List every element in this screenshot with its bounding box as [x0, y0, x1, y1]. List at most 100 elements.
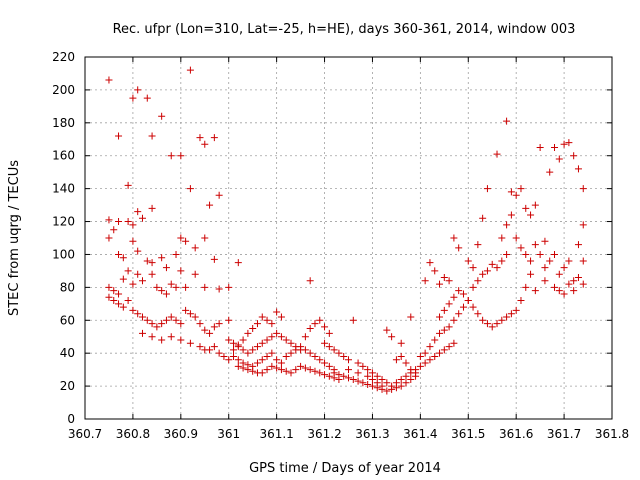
- data-point: [579, 257, 587, 265]
- data-point: [158, 336, 166, 344]
- data-point: [392, 384, 400, 392]
- data-point: [210, 255, 218, 263]
- data-point: [335, 371, 343, 379]
- data-point: [287, 339, 295, 347]
- data-point: [119, 254, 127, 262]
- data-point: [110, 297, 118, 305]
- data-point: [282, 352, 290, 360]
- data-point: [105, 216, 113, 224]
- data-point: [297, 343, 305, 351]
- grid: [85, 57, 612, 419]
- data-point: [469, 264, 477, 272]
- data-point: [474, 241, 482, 249]
- data-point: [555, 270, 563, 278]
- data-point: [277, 313, 285, 321]
- x-tick-label: 361.6: [499, 427, 533, 441]
- data-point: [129, 221, 137, 229]
- x-tick-label: 360.9: [164, 427, 198, 441]
- data-point: [388, 385, 396, 393]
- data-point: [297, 362, 305, 370]
- data-point: [531, 287, 539, 295]
- data-point: [570, 152, 578, 160]
- data-point: [450, 339, 458, 347]
- data-point: [105, 293, 113, 301]
- data-point: [397, 382, 405, 390]
- x-tick-label: 361.2: [307, 427, 341, 441]
- data-point: [507, 310, 515, 318]
- y-tick-label: 100: [52, 247, 75, 261]
- data-point: [172, 283, 180, 291]
- data-point: [560, 140, 568, 148]
- data-point: [134, 310, 142, 318]
- data-point: [206, 329, 214, 337]
- data-point: [565, 257, 573, 265]
- data-point: [119, 275, 127, 283]
- data-point: [143, 316, 151, 324]
- data-point: [488, 323, 496, 331]
- data-point: [153, 283, 161, 291]
- data-point: [134, 208, 142, 216]
- data-point: [225, 316, 233, 324]
- data-point: [316, 316, 324, 324]
- data-point: [551, 144, 559, 151]
- data-point: [177, 267, 185, 275]
- data-point: [450, 316, 458, 324]
- data-point: [522, 250, 530, 258]
- data-point: [148, 204, 156, 212]
- data-point: [301, 346, 309, 354]
- data-point: [560, 290, 568, 298]
- data-point: [378, 382, 386, 390]
- data-point: [277, 366, 285, 374]
- y-tick-label: 0: [67, 412, 75, 426]
- data-point: [541, 237, 549, 245]
- data-point: [335, 349, 343, 357]
- y-tick-label: 160: [52, 149, 75, 163]
- data-point: [503, 250, 511, 258]
- data-point: [450, 293, 458, 301]
- data-point: [574, 165, 582, 173]
- data-point: [220, 352, 228, 360]
- data-point: [445, 343, 453, 351]
- data-point: [426, 356, 434, 364]
- data-point: [138, 313, 146, 321]
- data-point: [134, 247, 142, 255]
- data-point: [215, 285, 223, 293]
- data-point: [527, 257, 535, 265]
- data-point: [373, 372, 381, 380]
- data-point: [167, 333, 175, 341]
- data-point: [215, 320, 223, 328]
- data-point: [574, 273, 582, 281]
- data-point: [124, 218, 132, 226]
- data-point: [268, 362, 276, 370]
- data-point: [459, 303, 467, 311]
- data-point: [493, 320, 501, 328]
- data-point: [311, 320, 319, 328]
- data-point: [148, 259, 156, 267]
- data-point: [483, 320, 491, 328]
- data-point: [244, 349, 252, 357]
- data-point: [455, 287, 463, 295]
- data-point: [282, 367, 290, 375]
- data-point: [225, 283, 233, 291]
- data-point: [330, 346, 338, 354]
- data-point: [541, 277, 549, 285]
- data-point: [536, 144, 544, 151]
- data-point: [407, 313, 415, 321]
- data-point: [196, 320, 204, 328]
- data-point: [124, 297, 132, 305]
- x-tick-label: 360.7: [68, 427, 102, 441]
- data-point: [474, 277, 482, 285]
- data-point: [234, 356, 242, 364]
- data-point: [167, 152, 175, 160]
- data-point: [512, 191, 520, 199]
- data-point: [316, 369, 324, 377]
- data-point: [397, 352, 405, 360]
- data-point: [436, 313, 444, 321]
- data-point: [258, 339, 266, 347]
- data-point: [431, 336, 439, 344]
- data-point: [325, 362, 333, 370]
- data-point: [225, 336, 233, 344]
- data-point: [263, 336, 271, 344]
- data-point: [244, 329, 252, 337]
- data-point: [282, 336, 290, 344]
